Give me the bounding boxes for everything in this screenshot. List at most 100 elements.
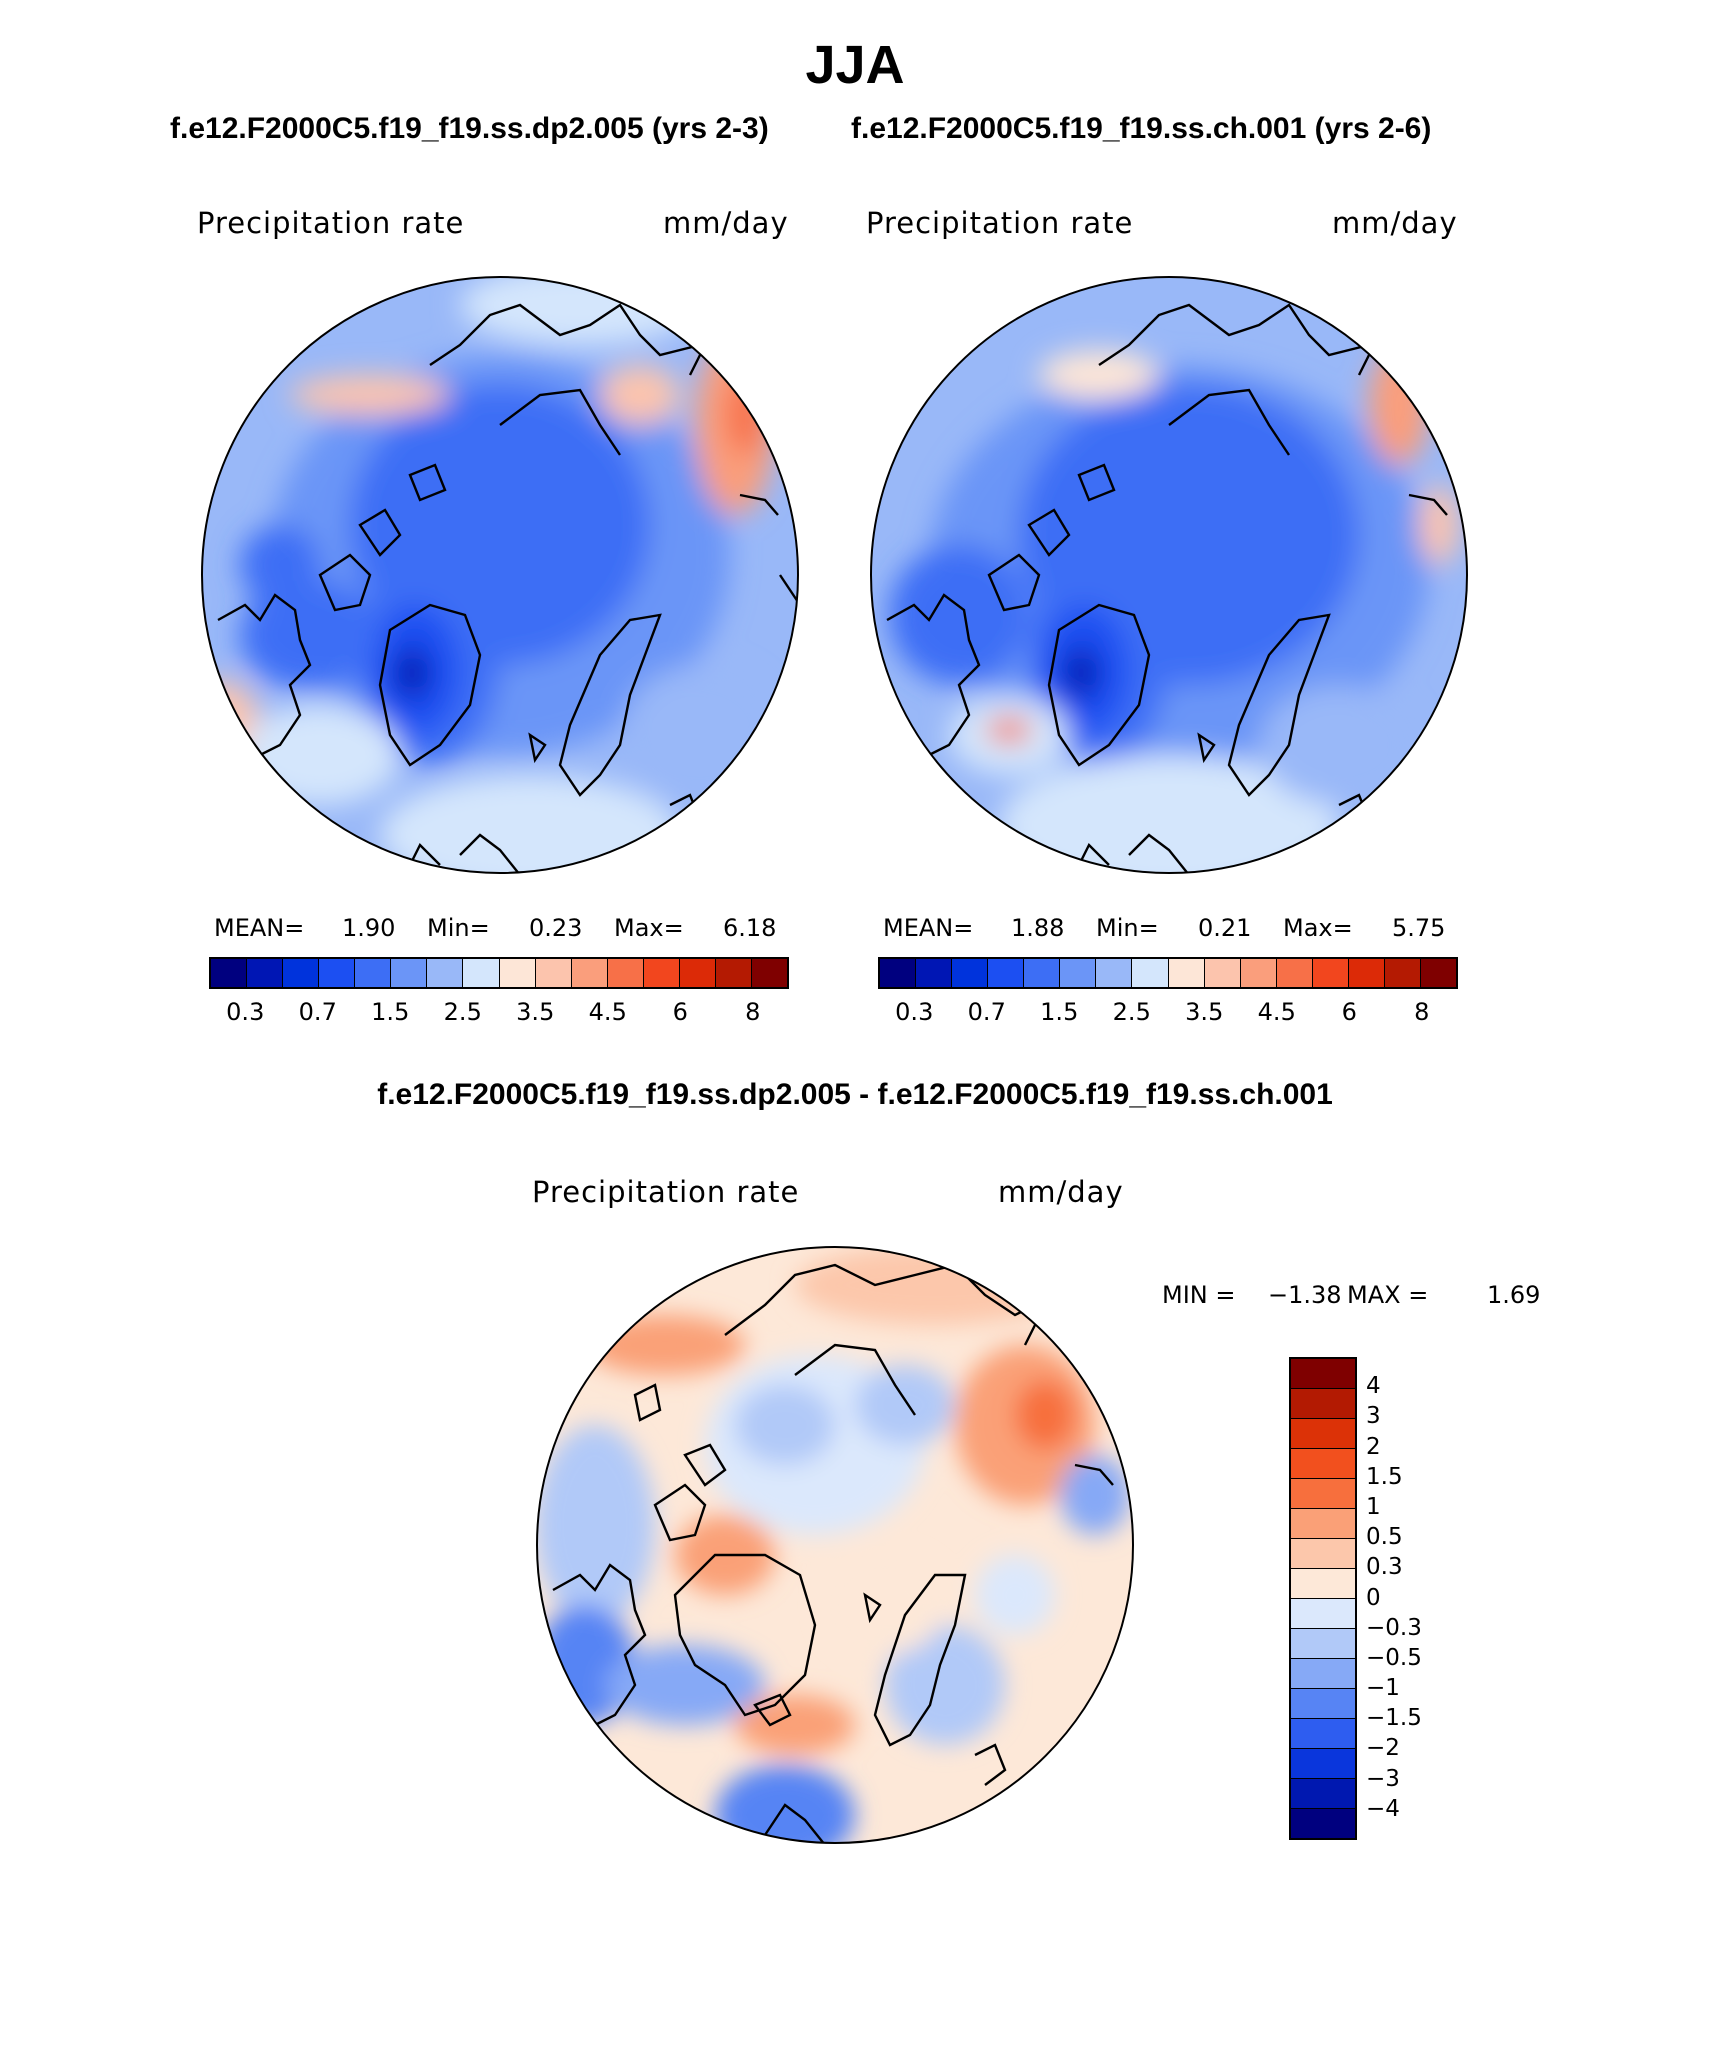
panel1-field-atlantic-edge: [202, 680, 260, 770]
panel3-field-pacific-edge: [795, 1247, 1075, 1325]
colorbar-swatch: [607, 959, 644, 987]
colorbar-swatch: [1291, 1419, 1355, 1449]
colorbar-swatch: [952, 959, 989, 987]
colorbar-swatch: [880, 959, 917, 987]
panel2-variable-label: Precipitation rate: [866, 206, 1134, 240]
colorbar-swatch: [1291, 1809, 1355, 1838]
panel1-polar-map: [201, 276, 799, 874]
colorbar-tick-label: 3.5: [1185, 998, 1224, 1026]
panel3-field-pole: [825, 1555, 945, 1655]
panel3-field-asia-blue: [1060, 1455, 1130, 1535]
panel1-units-label: mm/day: [663, 206, 789, 240]
colorbar-swatch: [427, 959, 464, 987]
panel1-mean-label: MEAN=: [214, 914, 305, 942]
colorbar-swatch: [211, 959, 248, 987]
colorbar-swatch: [1024, 959, 1061, 987]
panel3-colorbar: [1289, 1357, 1357, 1840]
panel1-mean-value: 1.90: [342, 914, 396, 942]
panel2-map-border: [870, 276, 1468, 874]
panel3-field-west: [537, 1425, 655, 1625]
panel3-max-label: MAX =: [1347, 1281, 1429, 1309]
panel2-field-eurasia: [1259, 685, 1419, 805]
panel1-colorbar: [209, 957, 789, 989]
colorbar-swatch: [1291, 1749, 1355, 1779]
colorbar-swatch: [1291, 1389, 1355, 1419]
colorbar-tick-label: −0.3: [1366, 1614, 1422, 1641]
colorbar-swatch: [1291, 1659, 1355, 1689]
panel3-variable-label: Precipitation rate: [532, 1175, 800, 1209]
colorbar-swatch: [1291, 1539, 1355, 1569]
panel1-field-europe-edge: [380, 775, 680, 873]
colorbar-tick-label: 0.3: [226, 998, 265, 1026]
panel1-map-border: [201, 276, 799, 874]
colorbar-swatch: [1240, 959, 1277, 987]
season-title: JJA: [805, 35, 905, 95]
panel3-field-eurasia-light: [975, 1555, 1055, 1635]
panel3-min-value: −1.38: [1268, 1281, 1342, 1309]
panel2-field-greenland-min: [1063, 647, 1099, 699]
colorbar-tick-label: 6: [1341, 998, 1357, 1026]
panel1-field-siberia-band: [290, 375, 450, 415]
colorbar-swatch: [1291, 1509, 1355, 1539]
panel2-field-atlantic-edge: [889, 815, 969, 873]
panel1-field-pacific-blob: [600, 365, 680, 425]
panel2-field-asia-edge: [1419, 485, 1459, 565]
panel2-field-labrador-max: [987, 718, 1031, 742]
panel3-field-asia-core: [1015, 1380, 1075, 1450]
panel3-field-siberia-band: [585, 1315, 745, 1375]
colorbar-swatch: [1060, 959, 1097, 987]
panel1-field-canada: [240, 525, 320, 605]
colorbar-tick-label: −4: [1366, 1795, 1400, 1822]
colorbar-swatch: [643, 959, 680, 987]
colorbar-tick-label: 0.7: [298, 998, 337, 1026]
colorbar-swatch: [247, 959, 284, 987]
colorbar-swatch: [1291, 1719, 1355, 1749]
panel3-field-arctic-core: [735, 1385, 835, 1465]
colorbar-swatch: [751, 959, 787, 987]
colorbar-swatch: [391, 959, 428, 987]
colorbar-tick-label: 1.5: [1366, 1463, 1403, 1490]
colorbar-tick-label: 2.5: [443, 998, 482, 1026]
colorbar-tick-label: 3: [1366, 1403, 1381, 1430]
panel2-min-label: Min=: [1096, 914, 1159, 942]
panel1-field-greenland-min: [394, 647, 430, 699]
colorbar-swatch: [1132, 959, 1169, 987]
panel1-field-labrador: [240, 705, 400, 805]
colorbar-swatch: [319, 959, 356, 987]
colorbar-tick-label: 4: [1366, 1373, 1381, 1400]
colorbar-tick-label: 6: [672, 998, 688, 1026]
panel1-max-value: 6.18: [723, 914, 777, 942]
panel1-min-value: 0.23: [529, 914, 583, 942]
colorbar-swatch: [916, 959, 953, 987]
panel2-max-label: Max=: [1283, 914, 1353, 942]
colorbar-tick-label: 0.7: [967, 998, 1006, 1026]
panel2-mean-label: MEAN=: [883, 914, 974, 942]
panel2-units-label: mm/day: [1332, 206, 1458, 240]
colorbar-swatch: [1291, 1569, 1355, 1599]
colorbar-tick-label: −0.5: [1366, 1644, 1422, 1671]
colorbar-swatch: [1312, 959, 1349, 987]
colorbar-swatch: [679, 959, 716, 987]
panel2-mean-value: 1.88: [1011, 914, 1065, 942]
colorbar-tick-label: 0.5: [1366, 1524, 1403, 1551]
colorbar-swatch: [283, 959, 320, 987]
panel3-max-value: 1.69: [1487, 1281, 1541, 1309]
panel3-field-europe-blue: [715, 1765, 855, 1843]
panel3-polar-map: [536, 1246, 1134, 1844]
panel3-field-labrador: [605, 1645, 765, 1725]
colorbar-tick-label: 0.3: [1366, 1554, 1403, 1581]
colorbar-swatch: [1348, 959, 1385, 987]
colorbar-tick-label: 2: [1366, 1433, 1381, 1460]
case2-title: f.e12.F2000C5.f19_f19.ss.ch.001 (yrs 2-6…: [851, 112, 1432, 145]
colorbar-swatch: [1291, 1689, 1355, 1719]
colorbar-tick-label: −1.5: [1366, 1705, 1422, 1732]
case1-title: f.e12.F2000C5.f19_f19.ss.dp2.005 (yrs 2-…: [170, 112, 769, 145]
panel3-units-label: mm/day: [998, 1175, 1124, 1209]
colorbar-tick-label: 1: [1366, 1493, 1381, 1520]
panel3-coastlines: [552, 1263, 1114, 1843]
panel3-min-label: MIN =: [1162, 1281, 1236, 1309]
panel3-field-arctic-east: [855, 1365, 955, 1445]
colorbar-tick-label: 4.5: [588, 998, 627, 1026]
colorbar-tick-label: 8: [1414, 998, 1430, 1026]
colorbar-swatch: [355, 959, 392, 987]
